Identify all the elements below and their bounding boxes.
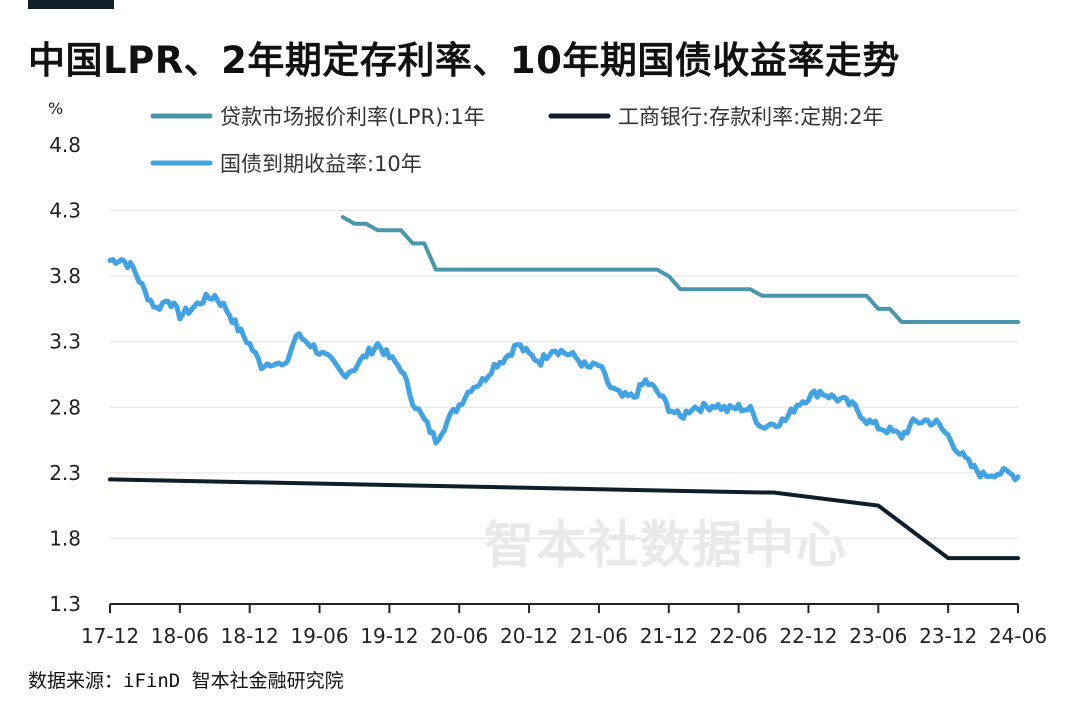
x-tick-label: 22-06 [710,624,768,648]
legend-label: 贷款市场报价利率(LPR):1年 [220,105,485,129]
legend-label: 工商银行:存款利率:定期:2年 [618,105,884,129]
x-tick-label: 24-06 [989,624,1047,648]
y-tick-label: 4.8 [49,133,81,157]
x-tick-label: 20-06 [430,624,488,648]
x-tick-label: 21-12 [640,624,698,648]
x-tick-label: 19-06 [290,624,348,648]
x-tick-label: 21-06 [570,624,628,648]
series-line-deposit-2y [108,477,1020,561]
series-line-lpr-1y [340,215,1020,324]
y-tick-label: 2.3 [49,461,81,485]
y-tick-label: 2.8 [49,395,81,419]
x-tick-label: 23-12 [919,624,977,648]
y-tick-label: 1.3 [49,592,81,616]
source-note: 数据来源：iFinD 智本社金融研究院 [28,670,344,692]
x-tick-label: 18-12 [221,624,279,648]
x-tick-label: 22-12 [779,624,837,648]
y-tick-label: 1.8 [49,526,81,550]
x-tick-label: 17-12 [81,624,139,648]
chart-title: 中国LPR、2年期定存利率、10年期国债收益率走势 [28,39,900,82]
gridlines [110,210,1018,539]
series-line-bond-10y [107,257,1021,483]
y-tick-label: 3.8 [49,264,81,288]
y-tick-label: 4.3 [49,199,81,223]
x-tick-label: 23-06 [849,624,907,648]
legend-label: 国债到期收益率:10年 [220,152,422,176]
y-tick-label: 3.3 [49,330,81,354]
x-tick-label: 18-06 [151,624,209,648]
axes: 1.3 1.8 2.3 2.8 3.3 3.8 4.3 4.8% 17-12 18-06 18-12… [48,99,1047,648]
series-lines [107,215,1021,561]
y-axis-unit-label: % [48,99,63,118]
x-tick-label: 19-12 [360,624,418,648]
x-tick-label: 20-12 [500,624,558,648]
title-accent-bar [28,0,114,9]
legend: 贷款市场报价利率(LPR):1年 工商银行:存款利率:定期:2年国债到期收益率:1… [150,105,884,176]
